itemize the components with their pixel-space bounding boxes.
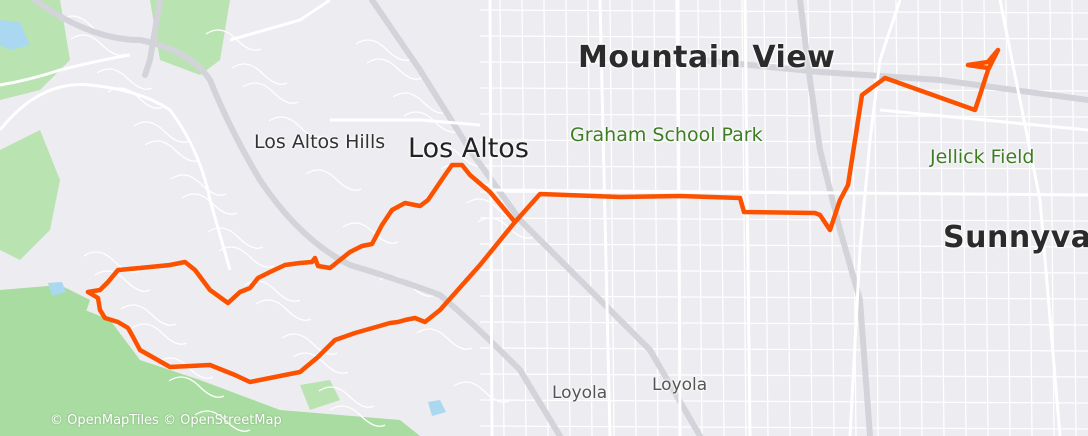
map-attribution[interactable]: © OpenMapTiles © OpenStreetMap bbox=[50, 413, 282, 428]
water-areas bbox=[0, 20, 446, 416]
label-los-altos-hills: Los Altos Hills bbox=[254, 131, 386, 153]
label-mountain-view: Mountain View bbox=[578, 40, 836, 75]
activity-route-return[interactable] bbox=[85, 219, 518, 385]
highways bbox=[32, 0, 1088, 436]
street-lines bbox=[59, 0, 1088, 436]
label-sunnyvale: Sunnyva bbox=[943, 220, 1088, 255]
label-loyola: Loyola bbox=[652, 375, 708, 395]
label-graham-school-park: Graham School Park bbox=[570, 124, 763, 146]
park-areas bbox=[0, 0, 420, 436]
label-los-altos: Los Altos bbox=[408, 133, 529, 164]
street-grid bbox=[59, 0, 1088, 436]
activity-route[interactable] bbox=[85, 47, 1001, 306]
label-loyola: Loyola bbox=[552, 383, 608, 403]
label-jellick-field: Jellick Field bbox=[930, 146, 1035, 168]
